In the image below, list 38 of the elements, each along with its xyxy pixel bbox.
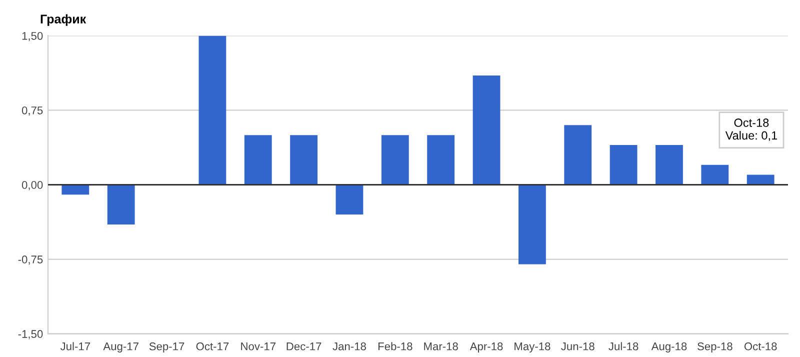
bar <box>656 145 683 185</box>
bar <box>427 135 455 185</box>
bar <box>564 125 592 185</box>
bar <box>290 135 318 185</box>
x-tick-label: Jul-17 <box>60 342 90 350</box>
chart-title: График <box>40 14 86 26</box>
bar <box>62 184 90 195</box>
x-tick-label: Oct-18 <box>744 342 777 350</box>
x-tick-label: Feb-18 <box>378 342 412 350</box>
x-tick-label: Dec-17 <box>286 342 322 350</box>
x-tick-label: May-18 <box>514 342 550 352</box>
y-tick-label: 0,75 <box>22 106 43 116</box>
x-tick-label: Aug-18 <box>651 342 687 352</box>
bar <box>244 135 272 185</box>
bar <box>381 135 409 185</box>
x-tick-label: Jan-18 <box>332 342 366 350</box>
x-tick-label: Sep-17 <box>149 342 184 352</box>
bar <box>518 184 546 264</box>
bar <box>198 36 226 185</box>
bar <box>107 184 135 224</box>
annotation: Oct-18 Value: 0,1 <box>725 118 778 142</box>
y-tick-label: 1,50 <box>22 32 43 42</box>
bar <box>746 174 774 185</box>
x-tick-label: Aug-17 <box>103 342 138 352</box>
x-tick-label: Apr-18 <box>470 342 503 352</box>
x-tick-label: Mar-18 <box>424 342 458 350</box>
bar <box>610 145 638 185</box>
x-tick-label: Sep-18 <box>698 342 732 352</box>
x-tick-label: Jun-18 <box>561 342 594 350</box>
y-tick-label: 0,00 <box>22 181 43 190</box>
x-tick-label: Oct-17 <box>196 342 229 350</box>
bar <box>472 75 500 185</box>
bar <box>701 164 729 185</box>
y-tick-label: -0,75 <box>18 256 43 265</box>
bar <box>336 184 364 215</box>
y-tick-label: -1,50 <box>18 330 43 340</box>
x-tick-label: Jul-18 <box>608 342 638 350</box>
x-tick-label: Nov-17 <box>241 342 276 350</box>
